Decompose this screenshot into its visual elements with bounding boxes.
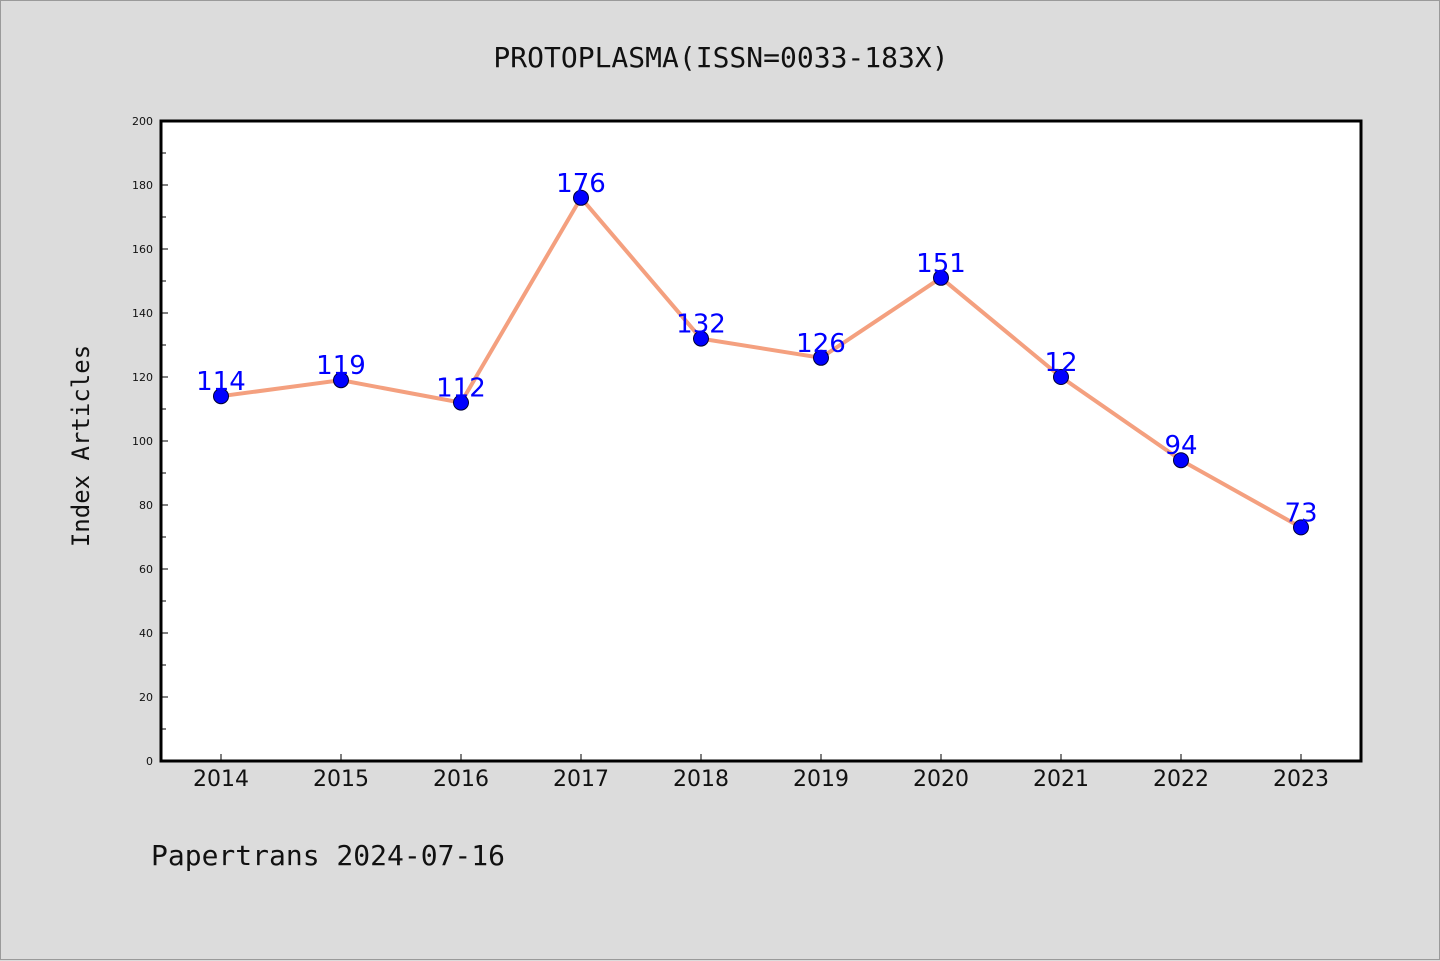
y-tick-label: 60	[139, 563, 153, 576]
data-label-2021: 12	[1044, 348, 1077, 378]
data-label-2014: 114	[196, 367, 246, 397]
chart-title: PROTOPLASMA(ISSN=0033-183X)	[493, 41, 948, 74]
x-tick-label: 2019	[793, 767, 849, 792]
plot-area	[159, 119, 1363, 763]
data-label-2023: 73	[1284, 498, 1317, 528]
data-label-2018: 132	[676, 310, 726, 340]
series-index-articles	[220, 194, 1302, 530]
x-tick-label: 2020	[913, 767, 969, 792]
data-label-2016: 112	[436, 374, 486, 404]
x-tick-label: 2021	[1033, 767, 1089, 792]
data-point-2023	[1293, 519, 1309, 536]
y-axis-label: Index Articles	[67, 345, 95, 547]
footer-date: Papertrans 2024-07-16	[151, 839, 505, 872]
data-point-2016	[453, 394, 469, 411]
data-points	[213, 189, 1309, 536]
y-axis: 0 20 40 60 80 100 120 140 160 180 200	[132, 115, 168, 768]
y-tick-label: 200	[132, 115, 153, 128]
data-point-2019	[813, 349, 829, 366]
x-tick-label: 2017	[553, 767, 609, 792]
data-label-2020: 151	[916, 249, 966, 279]
data-label-2022: 94	[1164, 431, 1197, 461]
y-tick-label: 0	[146, 755, 153, 768]
y-tick-label: 120	[132, 371, 153, 384]
y-tick-label: 100	[132, 435, 153, 448]
data-label-2019: 126	[796, 329, 846, 359]
data-label-2015: 119	[316, 351, 366, 381]
data-labels: 114 119 112 176 132 126 151 12 94 73	[196, 169, 1317, 529]
x-tick-label: 2015	[313, 767, 369, 792]
y-tick-label: 80	[139, 499, 153, 512]
data-point-2020	[933, 269, 949, 286]
data-point-2018	[693, 330, 709, 347]
y-tick-label: 20	[139, 691, 153, 704]
x-tick-label: 2023	[1273, 767, 1329, 792]
data-point-2015	[333, 372, 349, 389]
data-label-2017: 176	[556, 169, 606, 199]
data-point-2022	[1173, 452, 1189, 469]
data-point-2014	[213, 388, 229, 405]
x-tick-label: 2016	[433, 767, 489, 792]
y-tick-label: 40	[139, 627, 153, 640]
series-line	[220, 194, 1302, 530]
y-tick-label: 160	[132, 243, 153, 256]
y-tick-label: 180	[132, 179, 153, 192]
x-tick-label: 2014	[193, 767, 249, 792]
x-tick-label: 2018	[673, 767, 729, 792]
data-point-2021	[1053, 369, 1069, 385]
x-axis: 2014 2015 2016 2017 2018 2019 2020 2021 2022 2023	[193, 754, 1329, 792]
y-tick-label: 140	[132, 307, 153, 320]
x-tick-label: 2022	[1153, 767, 1209, 792]
data-point-2017	[573, 189, 589, 206]
